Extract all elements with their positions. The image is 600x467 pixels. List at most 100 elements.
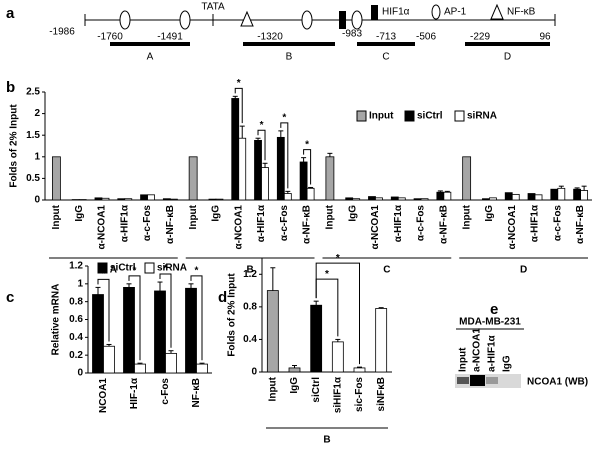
y-tick-label: 0.4: [69, 332, 83, 343]
bar: [162, 198, 171, 201]
x-tick-label: IgG: [347, 205, 358, 222]
ap1-site: [179, 10, 191, 30]
bar: [580, 190, 589, 201]
bar: [196, 363, 208, 374]
significance-bracket: [128, 275, 141, 361]
significance-star: *: [305, 139, 309, 150]
bar: [306, 187, 315, 201]
bar: [147, 194, 155, 201]
x-tick-label: α-HIF1α: [393, 204, 404, 242]
bar: [215, 198, 224, 201]
x-tick-label: α-HIF1α: [119, 204, 130, 242]
position-label: -1986: [49, 27, 75, 38]
bar: [462, 156, 472, 201]
lane-label: Input: [458, 347, 469, 372]
ap1-site: [301, 10, 313, 30]
bar: [413, 198, 422, 201]
y-tick-label: 0: [34, 195, 40, 206]
region-label: D: [504, 52, 511, 63]
x-tick-label: Input: [267, 376, 278, 401]
x-tick-label: Input: [461, 204, 472, 229]
bar: [504, 192, 513, 201]
bar: [420, 198, 429, 201]
x-tick-label: Input: [188, 204, 199, 229]
bar: [436, 191, 445, 201]
bar: [299, 161, 308, 201]
y-tick-label: 2.5: [26, 87, 40, 98]
x-tick-label: α-NCOA1: [233, 205, 244, 250]
panel-letter: e: [490, 301, 498, 318]
group-label: A: [110, 265, 117, 276]
group-label: D: [520, 265, 527, 276]
significance-bracket: [303, 149, 312, 185]
bar: [165, 352, 177, 374]
x-tick-label: α-NF-κB: [575, 205, 586, 244]
legend-label: HIF1α: [382, 7, 410, 18]
position-label: -1760: [97, 32, 123, 43]
legend-label: siCtrl: [417, 111, 443, 122]
blot-band: [486, 377, 498, 384]
legend-label: NF-κB: [507, 7, 536, 18]
bar: [375, 308, 388, 373]
legend-swatch: [371, 5, 378, 20]
legend-swatch: [97, 262, 108, 274]
x-tick-label: α-c-Fos: [279, 205, 290, 242]
x-tick-label: α-HIF1α: [530, 204, 541, 242]
y-tick-label: 0.2: [69, 350, 83, 361]
position-label: -1320: [257, 32, 283, 43]
bar: [51, 156, 61, 201]
lane-label: IgG: [502, 355, 513, 372]
bar: [124, 198, 133, 201]
nfkb-site: [240, 10, 254, 27]
bar: [511, 193, 520, 201]
bar: [283, 193, 292, 201]
x-tick-label: IgG: [211, 205, 222, 222]
legend-swatch: [144, 262, 155, 274]
region-label: C: [382, 52, 389, 63]
bar: [390, 196, 399, 201]
legend-label: Input: [369, 111, 394, 122]
x-tick-label: NF-κB: [191, 378, 202, 407]
tata-label: TATA: [201, 2, 225, 13]
x-tick-label: siNFκB: [376, 377, 387, 411]
significance-star: *: [195, 265, 199, 276]
bar: [573, 188, 582, 201]
significance-star: *: [260, 120, 264, 131]
bar: [261, 167, 269, 201]
x-tick-label: HIF-1α: [129, 377, 140, 409]
blot-band: [457, 377, 469, 384]
x-tick-label: IgG: [484, 205, 495, 222]
bar: [231, 98, 240, 201]
bar: [92, 294, 104, 374]
x-tick-label: sic-Fos: [354, 377, 365, 412]
bar: [443, 191, 452, 201]
ap1-site: [119, 10, 131, 30]
legend-swatch: [454, 110, 465, 122]
x-tick-label: α-c-Fos: [552, 205, 563, 242]
bar: [331, 341, 344, 373]
x-tick-label: Input: [325, 204, 336, 229]
y-tick-label: 0: [251, 367, 257, 378]
x-tick-label: Input: [51, 204, 62, 229]
bar: [169, 198, 178, 201]
x-tick-label: IgG: [289, 377, 300, 394]
bar: [94, 197, 103, 201]
region-bar: [357, 42, 415, 46]
bar: [397, 197, 406, 201]
x-tick-label: α-c-Fos: [142, 205, 153, 242]
y-tick-label: 0.4: [243, 334, 257, 345]
region-bar: [110, 42, 190, 46]
legend-swatch: [431, 4, 441, 20]
significance-bracket: [190, 275, 203, 361]
bar: [550, 188, 559, 201]
significance-star: *: [282, 113, 286, 124]
bar: [368, 196, 376, 201]
hif1a-site: [339, 11, 346, 29]
y-axis-label: Folds of 2% Input: [227, 273, 238, 357]
bar: [154, 290, 166, 374]
y-tick-label: 0: [77, 368, 83, 379]
bar: [310, 304, 323, 373]
bar: [276, 136, 285, 201]
y-tick-label: 2: [34, 108, 40, 119]
y-tick-label: 0.5: [26, 173, 40, 184]
